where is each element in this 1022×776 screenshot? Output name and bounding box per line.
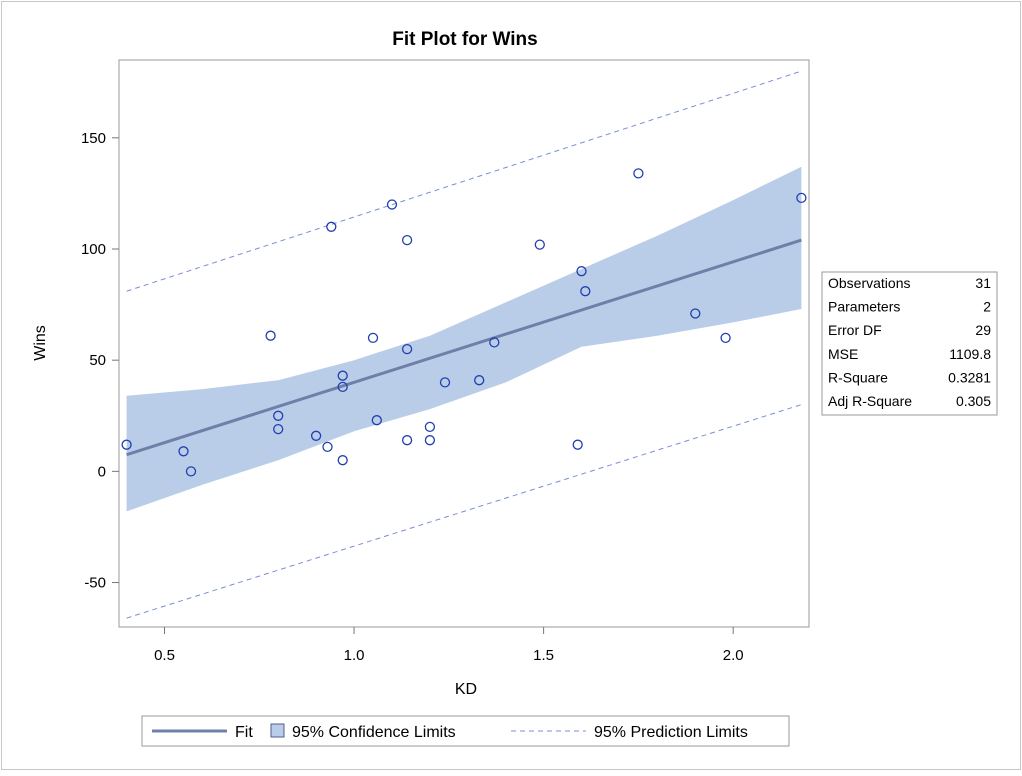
data-point [273, 423, 284, 435]
data-point [337, 370, 348, 381]
chart-title: Fit Plot for Wins [392, 29, 537, 50]
data-point [185, 466, 197, 477]
fit-statistics-table: Observations 31 Parameters 2 Error DF 29 MSE 11… [821, 271, 998, 416]
data-point [401, 435, 413, 446]
y-tick-label: 0 [98, 463, 106, 480]
data-point [371, 415, 382, 426]
y-tick-label: 50 [89, 352, 106, 369]
data-point [265, 330, 276, 341]
stat-label: R-Square [828, 369, 888, 385]
data-point [401, 234, 413, 246]
prediction-limit-lower [126, 404, 802, 619]
data-point [401, 343, 413, 355]
data-point [580, 286, 591, 297]
x-tick-label: 0.5 [154, 647, 175, 664]
stat-value: 2 [983, 299, 991, 315]
statistics-box [821, 271, 998, 416]
y-tick-label: -50 [84, 575, 106, 592]
data-point [424, 435, 436, 446]
legend: Fit 95% Confidence Limits 95% Prediction… [141, 715, 790, 747]
prediction-limits-layer [126, 70, 802, 619]
stat-label: Adj R-Square [828, 393, 912, 409]
stat-value: 29 [975, 322, 991, 338]
x-tick-label: 1.0 [344, 647, 365, 664]
stat-value: 31 [975, 275, 991, 291]
x-tick-label: 2.0 [723, 647, 744, 664]
y-tick-label: 150 [81, 130, 106, 147]
y-tick-label: 100 [81, 241, 106, 258]
data-point [576, 266, 587, 277]
fit-line-layer [126, 238, 802, 457]
data-point [690, 308, 701, 319]
data-point [633, 168, 644, 179]
plot-frame [118, 59, 810, 628]
statistics-rows: Observations 31 Parameters 2 Error DF 29 MSE 11… [828, 275, 991, 409]
y-axis-label: Wins [32, 325, 49, 361]
data-point [337, 381, 348, 393]
y-axis-ticks: -50 0 50 100 150 [81, 130, 119, 592]
stat-label: Error DF [828, 322, 882, 338]
prediction-limit-upper [126, 70, 802, 292]
data-point [474, 375, 485, 386]
legend-fit-label: Fit [235, 724, 253, 741]
data-point [572, 439, 583, 450]
confidence-band [126, 166, 802, 512]
data-point [386, 199, 398, 210]
x-tick-label: 1.5 [533, 647, 554, 664]
stat-value: 0.3281 [948, 369, 991, 385]
data-point [310, 430, 322, 441]
legend-confidence-swatch [270, 723, 285, 738]
data-point [322, 441, 333, 453]
data-points-layer [121, 168, 807, 477]
legend-prediction-label: 95% Prediction Limits [594, 724, 748, 741]
data-point [489, 337, 500, 348]
stat-value: 0.305 [956, 393, 991, 409]
data-point [121, 439, 132, 450]
data-point [326, 221, 337, 232]
stat-value: 1109.8 [949, 346, 991, 362]
stat-label: MSE [828, 346, 858, 362]
x-axis-ticks: 0.5 1.0 1.5 2.0 [154, 627, 744, 664]
data-point [720, 332, 731, 344]
confidence-band-layer [126, 166, 802, 512]
x-axis-label: KD [455, 681, 477, 698]
data-point [439, 377, 451, 388]
data-point [367, 332, 379, 344]
data-point [534, 239, 545, 250]
stat-label: Parameters [828, 299, 900, 315]
data-point [796, 192, 807, 204]
data-point [273, 410, 284, 421]
data-point [178, 446, 189, 457]
stat-label: Observations [828, 275, 910, 291]
data-point [424, 421, 436, 433]
data-point [337, 455, 348, 466]
legend-box [141, 715, 790, 747]
fit-line [126, 238, 802, 457]
legend-confidence-label: 95% Confidence Limits [292, 724, 456, 741]
